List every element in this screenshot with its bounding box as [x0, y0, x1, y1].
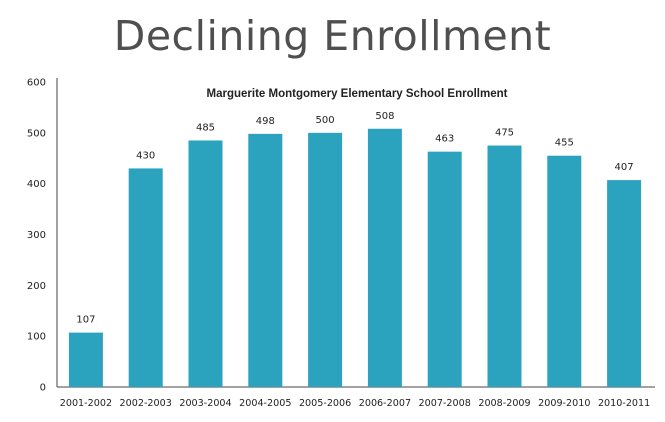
bar-2003-2004 [188, 140, 223, 387]
data-label-2005-2006: 500 [316, 115, 335, 126]
y-axis: 0 100 200 300 400 500 600 [27, 78, 58, 394]
data-label-2008-2009: 475 [495, 128, 514, 139]
x-tick-label-2002-2003: 2002-2003 [120, 398, 172, 409]
x-tick-label-2008-2009: 2008-2009 [478, 398, 530, 409]
bar-2008-2009 [487, 145, 522, 387]
bar-2004-2005 [248, 133, 283, 387]
chart-title: Marguerite Montgomery Elementary School … [207, 88, 508, 100]
x-tick-label-2004-2005: 2004-2005 [239, 398, 291, 409]
data-label-2007-2008: 463 [435, 134, 454, 145]
y-tick-label: 100 [27, 332, 46, 343]
data-label-2001-2002: 107 [76, 315, 95, 326]
data-label-2010-2011: 407 [615, 162, 634, 173]
bars [68, 128, 642, 387]
data-label-2002-2003: 430 [136, 150, 155, 161]
x-tick-label-2010-2011: 2010-2011 [598, 398, 650, 409]
category-labels: 2001-2002 2002-2003 2003-2004 2004-2005 2005… [60, 398, 650, 409]
bar-2009-2010 [547, 155, 582, 387]
bar-2010-2011 [607, 180, 642, 387]
y-tick-label: 200 [27, 281, 46, 292]
y-tick-label: 400 [27, 179, 46, 190]
x-tick-label-2003-2004: 2003-2004 [179, 398, 231, 409]
y-tick-label: 600 [27, 78, 46, 89]
page-title: Declining Enrollment [113, 12, 552, 60]
bar-2007-2008 [427, 151, 462, 387]
bar-2006-2007 [367, 128, 402, 387]
y-tick-label: 300 [27, 230, 46, 241]
data-label-2009-2010: 455 [555, 138, 574, 149]
bar-2005-2006 [308, 132, 343, 387]
data-label-2006-2007: 508 [375, 111, 394, 122]
x-tick-label-2005-2006: 2005-2006 [299, 398, 351, 409]
x-tick-label-2006-2007: 2006-2007 [359, 398, 411, 409]
x-tick-label-2007-2008: 2007-2008 [419, 398, 471, 409]
bar-2001-2002 [68, 332, 103, 387]
data-label-2004-2005: 498 [256, 116, 275, 127]
x-tick-label-2009-2010: 2009-2010 [538, 398, 590, 409]
y-tick-label: 0 [40, 383, 46, 394]
y-tick-label: 500 [27, 128, 46, 139]
data-labels: 107 430 485 498 500 508 463 475 455 407 [76, 111, 633, 326]
bar-2002-2003 [128, 168, 163, 387]
x-tick-label-2001-2002: 2001-2002 [60, 398, 112, 409]
data-label-2003-2004: 485 [196, 122, 215, 133]
